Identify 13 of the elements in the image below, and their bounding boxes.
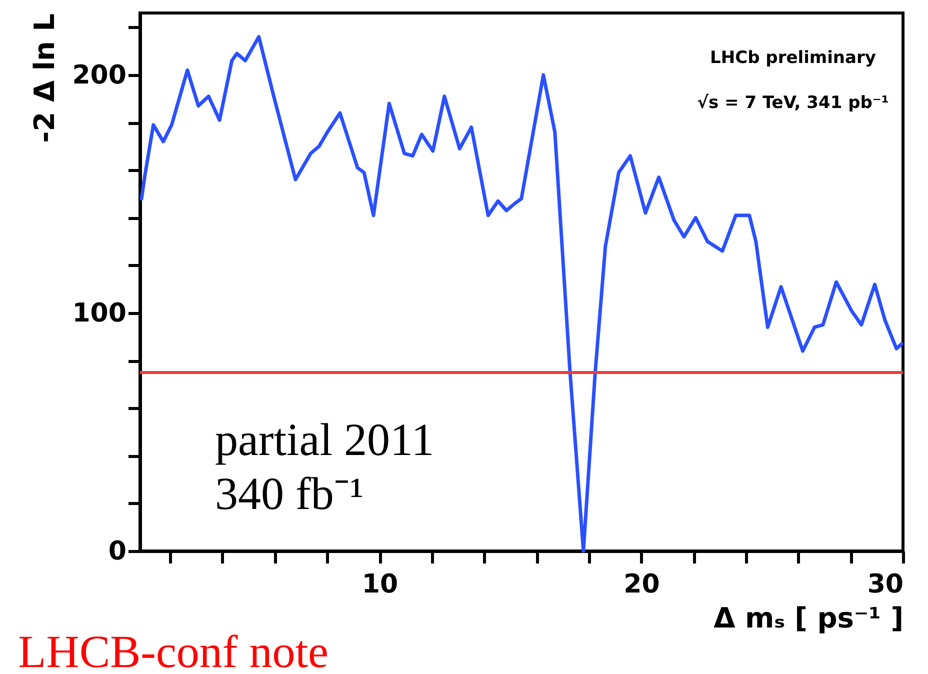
- text: LHCB-conf note: [18, 626, 328, 674]
- x-axis-title: Δ mₛ [ ps⁻¹ ]: [714, 602, 904, 634]
- x-tick-label: 20: [624, 570, 660, 600]
- x-tick-label: 30: [867, 570, 904, 600]
- x-tick-label: 10: [362, 570, 398, 600]
- y-tick-label: 100: [72, 298, 126, 328]
- annotation: √s = 7 TeV, 341 pb⁻¹: [697, 93, 889, 113]
- y-axis-title: -2 Δ ln L: [28, 13, 62, 143]
- annotation: 340 fb⁻¹: [215, 468, 364, 519]
- y-tick-label: 0: [108, 536, 126, 566]
- annotation: LHCb preliminary: [710, 48, 876, 68]
- y-tick-label: 200: [72, 60, 126, 90]
- annotation: partial 2011: [215, 414, 434, 465]
